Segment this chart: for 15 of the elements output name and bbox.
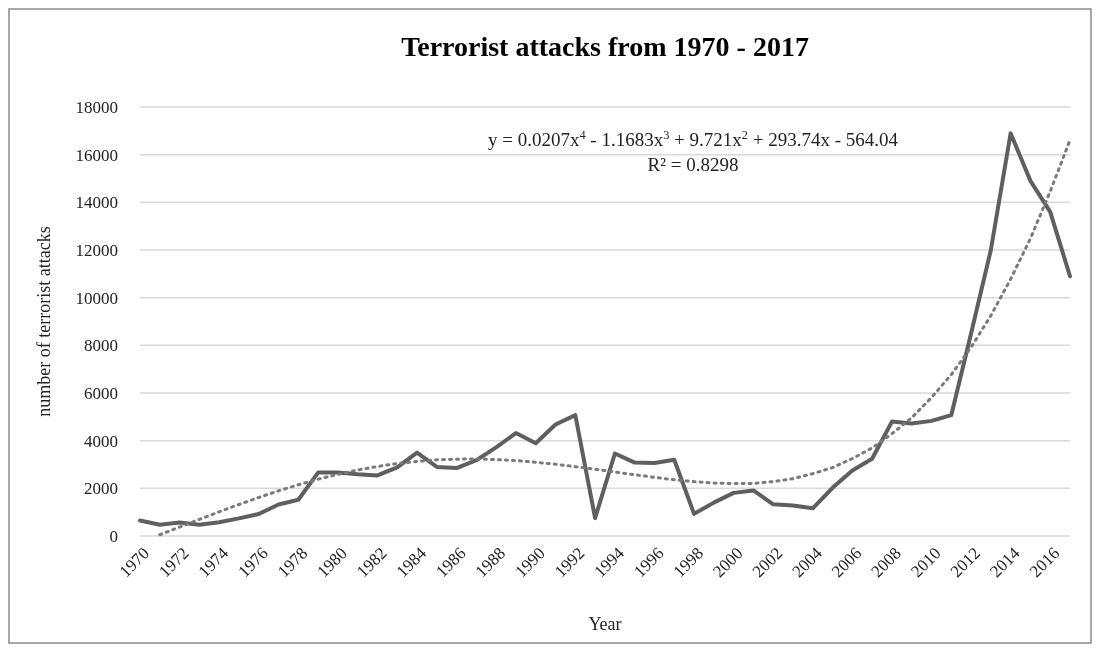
y-tick-label: 16000	[75, 145, 118, 165]
y-tick-label: 12000	[75, 240, 118, 260]
y-tick-label: 4000	[84, 431, 118, 451]
y-tick-label: 2000	[84, 479, 118, 499]
x-axis-title: Year	[588, 614, 622, 634]
y-tick-label: 0	[109, 526, 118, 546]
y-tick-label: 8000	[84, 336, 118, 356]
y-axis-title: number of terrorist attacks	[34, 226, 54, 417]
y-tick-label: 10000	[75, 288, 118, 308]
y-tick-label: 18000	[75, 97, 118, 117]
y-tick-label: 6000	[84, 383, 118, 403]
annotation: R² = 0.8298	[647, 154, 739, 175]
y-tick-label: 14000	[75, 193, 118, 213]
chart-title: Terrorist attacks from 1970 - 2017	[401, 31, 809, 62]
annotation: y = 0.0207x$^{4}$ - 1.1683x$^{3}$ + 9.721x$^{2}$ + 293.74x - 564.04	[487, 128, 899, 150]
